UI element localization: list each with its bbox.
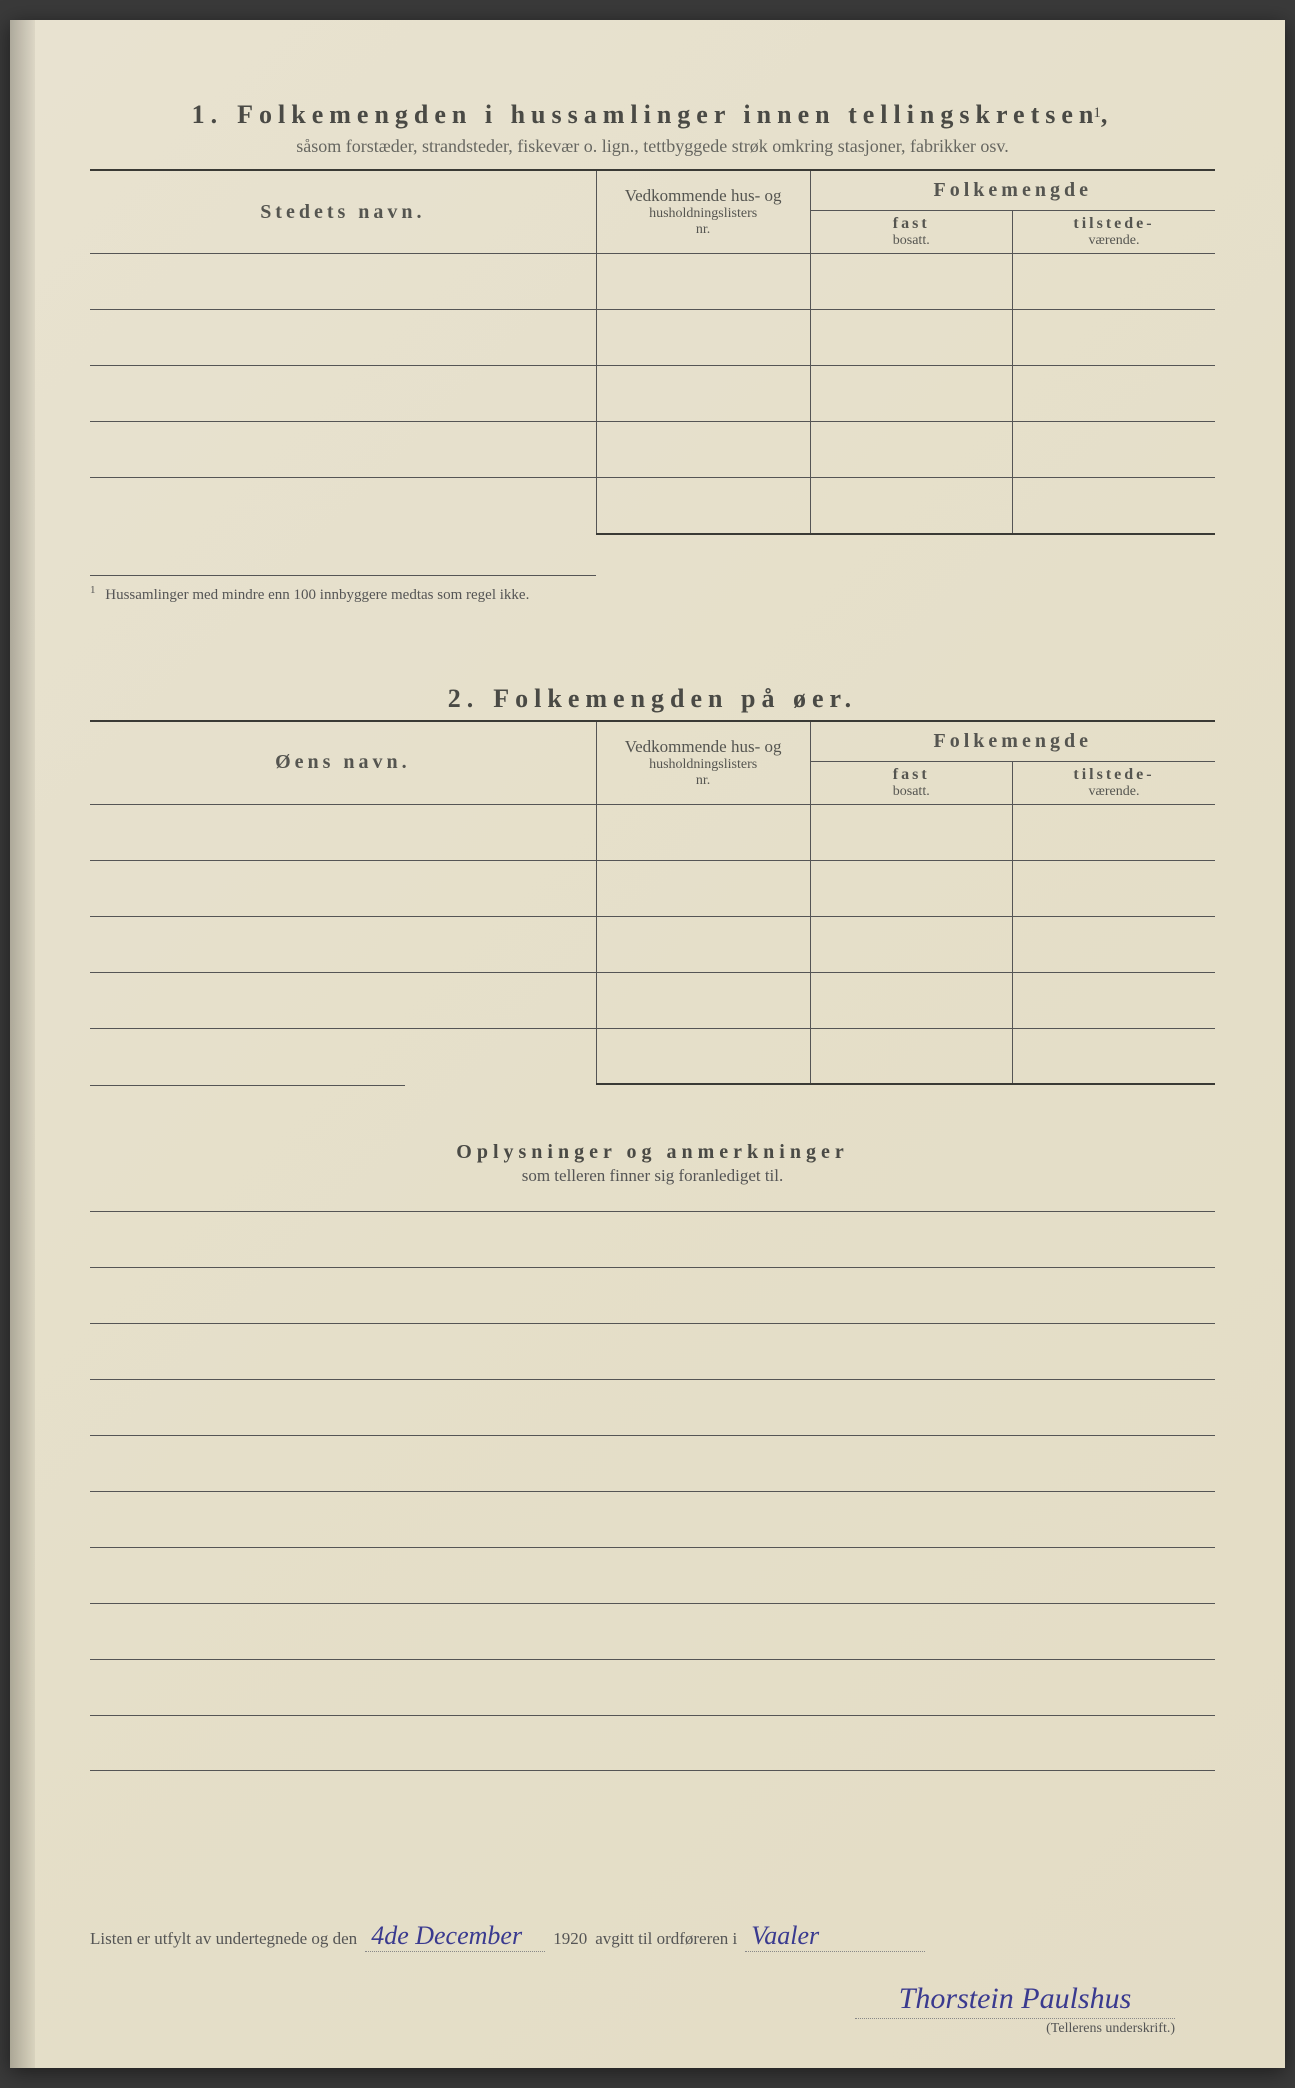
col-oens-navn: Øens navn. <box>275 751 411 773</box>
col-til-l1: tilstede- <box>1073 215 1154 232</box>
remark-line <box>90 1379 1215 1435</box>
table-row <box>90 916 1215 972</box>
section3-subtitle: som telleren finner sig foranlediget til… <box>90 1166 1215 1186</box>
table-row <box>90 254 1215 310</box>
section1-superscript: 1 <box>1093 105 1101 121</box>
section2: 2. Folkemengden på øer. Øens navn. Vedko… <box>90 684 1215 1087</box>
table-row <box>90 310 1215 366</box>
table-row <box>90 860 1215 916</box>
section2-heading: Folkemengden på øer. <box>493 684 857 713</box>
section3-title: Oplysninger og anmerkninger <box>90 1141 1215 1164</box>
table-row <box>90 1028 1215 1084</box>
remark-line <box>90 1715 1215 1771</box>
footnote-divider: 1 Hussamlinger med mindre enn 100 innbyg… <box>90 575 596 604</box>
col-til-l2: værende. <box>1017 233 1211 249</box>
signature-block: Thorstein Paulshus (Tellerens underskrif… <box>90 1982 1215 2037</box>
section2-table: Øens navn. Vedkommende hus- og husholdni… <box>90 720 1215 1086</box>
date-fill: 4de December <box>365 1921 545 1952</box>
remark-line <box>90 1267 1215 1323</box>
section2-short-rule <box>90 1085 405 1086</box>
signature: Thorstein Paulshus <box>855 1982 1175 2019</box>
footer-text1: Listen er utfylt av undertegnede og den <box>90 1929 357 1949</box>
col-stedets-navn: Stedets navn. <box>260 201 425 223</box>
col-fast-l2: bosatt. <box>815 233 1009 249</box>
section1-subtitle: såsom forstæder, strandsteder, fiskevær … <box>90 136 1215 157</box>
table-row <box>90 478 1215 534</box>
remark-line <box>90 1211 1215 1267</box>
remark-line <box>90 1603 1215 1659</box>
section2-number: 2. <box>448 684 480 713</box>
col-ref-l3: nr. <box>603 222 804 238</box>
table-row <box>90 422 1215 478</box>
table-row <box>90 366 1215 422</box>
remark-line <box>90 1323 1215 1379</box>
col-ref-l1: Vedkommende hus- og <box>625 186 782 205</box>
signature-line: Listen er utfylt av undertegnede og den … <box>90 1921 1215 1952</box>
footnote: 1 Hussamlinger med mindre enn 100 innbyg… <box>90 584 596 604</box>
section2-title: 2. Folkemengden på øer. <box>90 684 1215 714</box>
section3: Oplysninger og anmerkninger som telleren… <box>90 1141 1215 1771</box>
section1-number: 1. <box>192 100 224 129</box>
remark-line <box>90 1547 1215 1603</box>
signature-caption: (Tellerens underskrift.) <box>90 2021 1175 2037</box>
remark-line <box>90 1491 1215 1547</box>
footnote-text: Hussamlinger med mindre enn 100 innbygge… <box>105 587 529 603</box>
place-fill: Vaaler <box>745 1921 925 1952</box>
section1-table: Stedets navn. Vedkommende hus- og hushol… <box>90 169 1215 535</box>
footer-text2: avgitt til ordføreren i <box>595 1929 737 1949</box>
census-form-page: 1. Folkemengden i hussamlinger innen tel… <box>10 20 1285 2068</box>
col-fast-l1: fast <box>893 215 930 232</box>
remark-line <box>90 1435 1215 1491</box>
remark-line <box>90 1659 1215 1715</box>
table-row <box>90 804 1215 860</box>
col-ref-l2: husholdningslisters <box>603 206 804 222</box>
table-row <box>90 972 1215 1028</box>
section1-title: 1. Folkemengden i hussamlinger innen tel… <box>90 100 1215 130</box>
footnote-number: 1 <box>90 584 96 596</box>
year: 1920 <box>553 1929 587 1949</box>
section1-heading: Folkemengden i hussamlinger innen tellin… <box>237 100 1099 129</box>
col-folkemengde: Folkemengde <box>934 179 1092 201</box>
